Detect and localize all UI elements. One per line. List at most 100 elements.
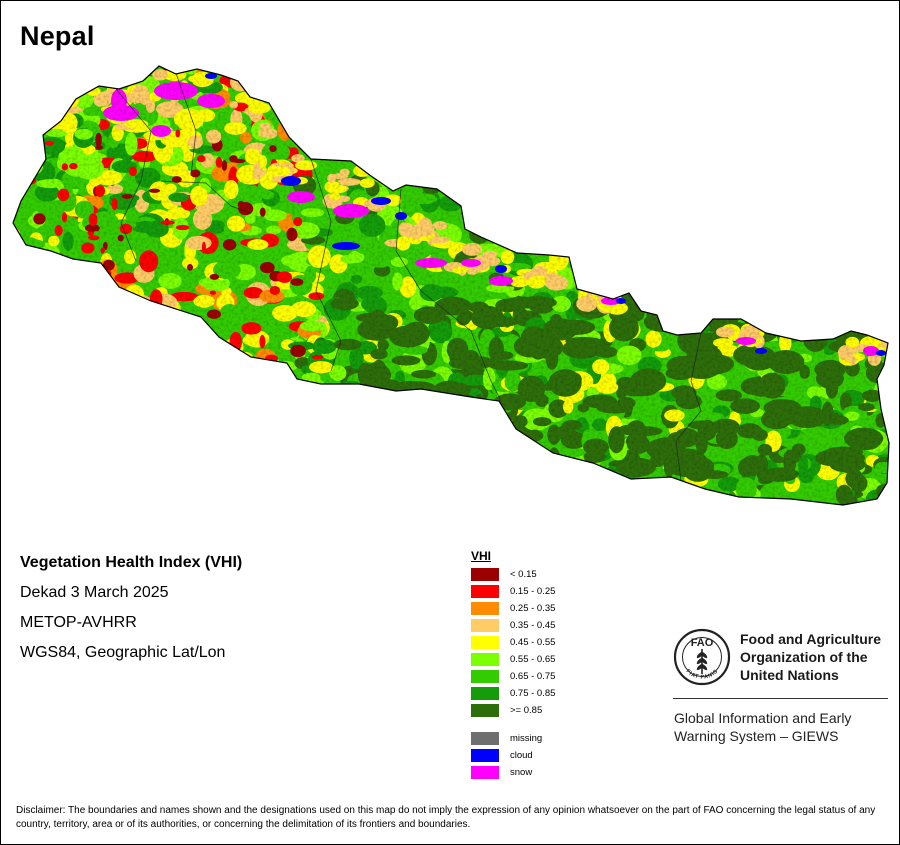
vhi-patch	[121, 354, 134, 376]
vhi-patch-mountain	[76, 74, 87, 85]
vhi-patch	[17, 97, 34, 117]
org-name-line: Food and Agriculture	[740, 631, 882, 647]
vhi-patch	[393, 427, 410, 442]
vhi-patch	[845, 254, 858, 275]
vhi-patch	[41, 356, 71, 377]
vhi-patch	[866, 244, 881, 258]
vhi-patch	[390, 423, 406, 438]
vhi-patch	[396, 395, 417, 410]
vhi-patch	[342, 425, 373, 438]
vhi-patch	[888, 468, 889, 490]
legend-item: >= 0.85	[471, 704, 591, 717]
fao-wheat-emblem-icon: FAO FIAT PANIS	[673, 628, 731, 686]
vhi-patch	[651, 232, 666, 254]
vhi-patch	[464, 186, 479, 208]
vhi-patch	[185, 347, 196, 360]
vhi-patch	[66, 330, 86, 339]
legend-swatch	[471, 766, 499, 779]
vhi-patch	[671, 308, 692, 320]
vhi-patch	[852, 247, 871, 257]
disclaimer-text: Disclaimer: The boundaries and names sho…	[16, 805, 876, 830]
vhi-patch-high	[403, 465, 431, 493]
vhi-patch	[45, 308, 68, 333]
nepal-border	[12, 65, 890, 506]
vhi-patch	[661, 314, 688, 324]
vhi-patch-low	[164, 334, 173, 343]
vhi-patch	[365, 389, 385, 403]
vhi-patch	[25, 95, 39, 116]
vhi-patch	[72, 280, 94, 303]
vhi-patch	[273, 102, 296, 111]
vhi-patch	[13, 376, 17, 398]
vhi-patch	[454, 418, 481, 432]
vhi-patch	[109, 365, 129, 381]
vhi-patch-high	[475, 429, 490, 456]
vhi-patch	[885, 372, 889, 395]
vhi-patch	[442, 160, 464, 183]
legend-item: 0.75 - 0.85	[471, 687, 591, 700]
vhi-patch	[810, 243, 827, 255]
legend-label: snow	[510, 767, 533, 778]
legend-swatch	[471, 619, 499, 632]
vhi-patch	[13, 355, 26, 379]
vhi-patch	[183, 384, 204, 395]
vhi-patch	[698, 241, 728, 266]
map-title: Nepal	[20, 21, 95, 51]
vhi-patch	[580, 265, 602, 285]
divider	[673, 698, 888, 699]
vhi-patch	[259, 379, 273, 395]
vhi-patch	[689, 256, 705, 268]
legend-label: cloud	[510, 750, 533, 761]
vhi-patch	[293, 128, 313, 141]
vhi-patch	[646, 289, 673, 308]
vhi-patch-high	[465, 453, 491, 470]
vhi-patch	[22, 85, 49, 100]
vhi-patch-high	[362, 407, 399, 418]
vhi-patch	[484, 184, 497, 201]
vhi-patch	[813, 240, 838, 263]
vhi-patch	[53, 292, 77, 304]
vhi-patch	[424, 155, 447, 173]
vhi-patch	[283, 76, 312, 99]
vhi-patch	[831, 256, 856, 265]
vhi-patch	[84, 268, 99, 279]
vhi-patch	[146, 374, 168, 397]
vhi-patch	[548, 499, 578, 505]
vhi-patch	[511, 196, 529, 214]
vhi-patch	[307, 134, 324, 156]
vhi-patch	[13, 349, 38, 359]
vhi-patch-mountain	[75, 78, 88, 88]
vhi-patch-high	[571, 464, 597, 473]
vhi-patch	[13, 330, 15, 351]
vhi-patch	[770, 266, 785, 287]
vhi-patch	[861, 295, 885, 320]
vhi-patch	[769, 310, 791, 332]
org-name-line: Organization of the	[740, 649, 868, 665]
vhi-patch	[13, 285, 23, 296]
vhi-patch	[498, 477, 526, 497]
vhi-patch	[570, 486, 584, 505]
vhi-patch	[806, 309, 821, 326]
vhi-patch-high	[386, 440, 407, 455]
vhi-patch	[13, 66, 27, 82]
vhi-patch	[209, 360, 225, 381]
vhi-patch	[110, 321, 132, 335]
legend-label: 0.65 - 0.75	[510, 671, 556, 682]
vhi-patch	[365, 399, 390, 417]
vhi-patch	[98, 331, 129, 353]
vhi-patch	[535, 481, 564, 500]
vhi-patch	[387, 419, 412, 428]
vhi-patch	[111, 364, 126, 373]
legend-swatch	[471, 568, 499, 581]
vhi-patch	[394, 423, 415, 436]
vhi-patch	[30, 66, 60, 81]
vhi-patch	[78, 383, 107, 398]
projection-label: WGS84, Geographic Lat/Lon	[20, 644, 226, 661]
vhi-patch	[13, 273, 30, 288]
vhi-patch	[257, 92, 286, 102]
vhi-patch-mountain	[102, 66, 124, 81]
vhi-patch	[450, 144, 475, 160]
vhi-patch-low	[157, 307, 170, 318]
vhi-patch	[765, 243, 782, 264]
vhi-patch	[271, 362, 287, 385]
